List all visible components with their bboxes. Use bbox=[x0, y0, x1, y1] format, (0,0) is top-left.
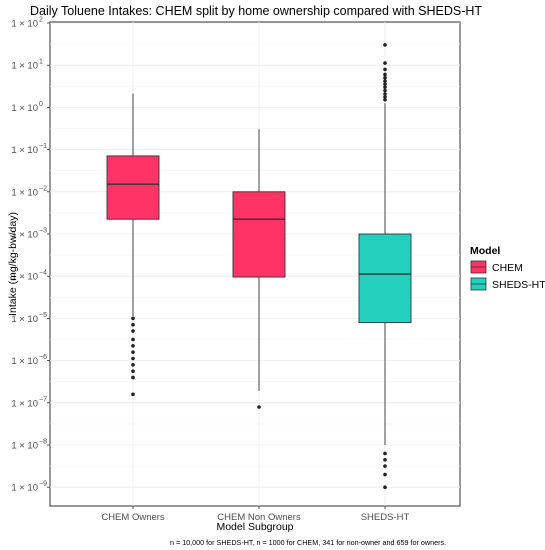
x-axis-title: Model Subgroup bbox=[216, 521, 293, 533]
y-tick-exponent: −3 bbox=[39, 228, 47, 235]
box-body bbox=[358, 233, 412, 324]
y-tick-exponent: −2 bbox=[39, 185, 47, 192]
outlier-point bbox=[131, 316, 135, 321]
y-tick-exponent: −5 bbox=[39, 312, 47, 319]
y-tick-label: 1 × 10 bbox=[11, 356, 38, 367]
box-body bbox=[232, 191, 286, 278]
y-axis-title: Intake (mg/kg-bw/day) bbox=[7, 212, 19, 316]
y-tick-exponent: −8 bbox=[39, 439, 47, 446]
y-tick-exponent: 2 bbox=[39, 17, 43, 24]
outlier-point bbox=[131, 344, 135, 348]
outlier-point bbox=[383, 67, 387, 72]
legend-title: Model bbox=[470, 245, 500, 257]
legend-label: CHEM bbox=[492, 262, 523, 274]
outlier-point bbox=[131, 322, 135, 327]
outlier-point bbox=[383, 472, 387, 477]
outlier-point bbox=[383, 72, 387, 77]
y-tick-label: 1 × 10 bbox=[11, 483, 38, 494]
y-tick-exponent: −4 bbox=[39, 270, 47, 277]
box-series bbox=[106, 43, 412, 490]
y-tick-exponent: 1 bbox=[39, 59, 43, 66]
outlier-point bbox=[131, 369, 135, 373]
outlier-point bbox=[131, 337, 135, 342]
outlier-point bbox=[383, 82, 387, 86]
x-tick-label: SHEDS-HT bbox=[361, 512, 410, 523]
y-tick-label: 1 × 10 bbox=[11, 441, 38, 452]
legend: Model CHEM SHEDS-HT bbox=[470, 245, 545, 291]
y-tick-label: 1 × 10 bbox=[11, 230, 38, 241]
outlier-point bbox=[131, 375, 135, 380]
box-body bbox=[106, 155, 160, 220]
outlier-point bbox=[131, 329, 135, 333]
legend-label: SHEDS-HT bbox=[492, 279, 545, 291]
outlier-point bbox=[383, 92, 387, 96]
outlier-point bbox=[383, 61, 387, 65]
x-axis-ticks: CHEM Owners CHEM Non Owners SHEDS-HT bbox=[101, 506, 409, 523]
outlier-point bbox=[131, 350, 135, 354]
y-tick-label: 1 × 10 bbox=[11, 61, 38, 72]
box-chem-owners bbox=[106, 93, 160, 397]
outlier-point bbox=[383, 457, 387, 462]
outlier-point bbox=[383, 485, 387, 490]
y-tick-label: 1 × 10 bbox=[11, 103, 38, 114]
y-axis-ticks: 1 × 10 21 × 10 11 × 10 01 × 10 −11 × 10 −21 ×… bbox=[11, 17, 50, 494]
y-tick-exponent: −6 bbox=[39, 354, 47, 361]
box-sheds-ht bbox=[358, 43, 412, 490]
chart-title: Daily Toluene Intakes: CHEM split by hom… bbox=[30, 4, 482, 18]
y-tick-label: 1 × 10 bbox=[11, 187, 38, 198]
outlier-point bbox=[383, 79, 387, 84]
outlier-point bbox=[383, 464, 387, 468]
outlier-point bbox=[383, 88, 387, 93]
outlier-point bbox=[383, 451, 387, 456]
outlier-point bbox=[383, 95, 387, 99]
outlier-point bbox=[383, 98, 387, 102]
y-tick-label: 1 × 10 bbox=[11, 314, 38, 325]
outlier-point bbox=[383, 43, 387, 47]
y-tick-label: 1 × 10 bbox=[11, 145, 38, 156]
outlier-point bbox=[383, 76, 387, 80]
caption: n = 10,000 for SHEDS-HT, n = 1000 for CH… bbox=[170, 538, 446, 547]
x-tick-label: CHEM Owners bbox=[101, 512, 165, 523]
y-tick-exponent: −9 bbox=[39, 481, 47, 488]
y-tick-exponent: −7 bbox=[39, 396, 47, 403]
y-tick-exponent: 0 bbox=[39, 101, 43, 108]
y-tick-label: 1 × 10 bbox=[11, 398, 38, 409]
outlier-point bbox=[383, 85, 387, 89]
y-tick-label: 1 × 10 bbox=[11, 19, 38, 30]
outlier-point bbox=[131, 356, 135, 361]
outlier-point bbox=[131, 363, 135, 367]
outlier-point bbox=[257, 405, 261, 409]
y-tick-exponent: −1 bbox=[39, 143, 47, 150]
box-chem-non-owners bbox=[232, 129, 286, 409]
outlier-point bbox=[131, 392, 135, 397]
y-tick-label: 1 × 10 bbox=[11, 272, 38, 283]
x-tick-label: CHEM Non Owners bbox=[217, 512, 301, 523]
